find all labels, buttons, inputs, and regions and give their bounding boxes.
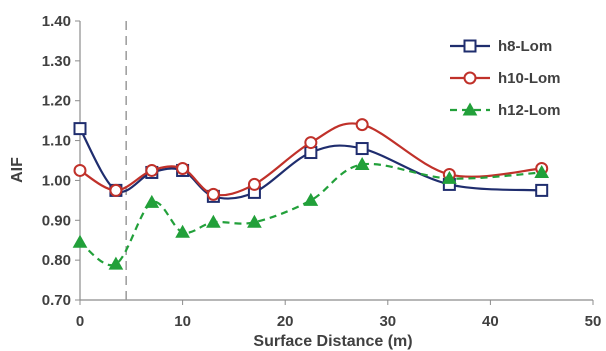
legend-label: h8-Lom — [498, 38, 552, 55]
series-line-h10-Lom — [79, 122, 542, 197]
data-point-h12-Lom — [206, 214, 221, 228]
x-axis-title: Surface Distance (m) — [253, 333, 412, 350]
plot-area — [79, 21, 593, 301]
data-point-h10-Lom — [304, 136, 318, 150]
legend-label: h12-Lom — [498, 102, 561, 119]
x-tick-label: 10 — [174, 313, 191, 330]
data-point-h12-Lom — [534, 164, 550, 178]
x-tick-label: 20 — [277, 313, 294, 330]
data-point-h10-Lom — [145, 163, 159, 177]
data-point-h12-Lom — [175, 224, 190, 238]
legend-marker — [462, 102, 478, 116]
data-point-h10-Lom — [206, 187, 220, 201]
data-point-h10-Lom — [176, 161, 190, 175]
tick-layer: 0.70 0.80 0.90 1.00 1.10 1.20 1.30 1.40 0 10 20 30 4… — [42, 13, 602, 330]
data-point-h8-Lom — [73, 122, 87, 136]
y-tick-label: 0.70 — [42, 292, 71, 309]
data-point-h8-Lom — [355, 142, 369, 156]
y-tick-label: 0.80 — [42, 252, 71, 269]
legend-item-h12-Lom: h12-Lom — [450, 102, 561, 119]
y-tick-label: 1.20 — [42, 93, 71, 110]
data-point-h12-Lom — [354, 156, 370, 170]
data-point-h10-Lom — [247, 177, 261, 191]
y-tick-label: 1.30 — [42, 53, 71, 70]
data-point-h12-Lom — [144, 194, 160, 208]
y-tick-label: 1.00 — [42, 172, 71, 189]
legend-marker — [463, 39, 477, 53]
series-h8-Lom — [73, 122, 549, 203]
y-tick-label: 0.90 — [42, 212, 71, 229]
x-tick-label: 40 — [482, 313, 499, 330]
data-point-h8-Lom — [535, 183, 549, 197]
legend: h8-Lom h10-Lom h12-Lom — [450, 38, 561, 119]
legend-marker — [463, 71, 477, 85]
x-tick-label: 50 — [585, 313, 602, 330]
y-tick-label: 1.40 — [42, 13, 71, 30]
legend-label: h10-Lom — [498, 70, 561, 87]
y-axis-title: AIF — [9, 157, 26, 183]
x-tick-label: 30 — [379, 313, 396, 330]
series-h12-Lom — [72, 156, 550, 270]
data-point-h12-Lom — [247, 214, 262, 228]
data-point-h12-Lom — [303, 192, 319, 206]
data-point-h12-Lom — [442, 170, 457, 184]
legend-item-h8-Lom: h8-Lom — [450, 38, 552, 55]
series-line-h12-Lom — [79, 162, 542, 267]
legend-item-h10-Lom: h10-Lom — [450, 70, 561, 87]
y-tick-label: 1.10 — [42, 133, 71, 150]
data-point-h10-Lom — [73, 163, 87, 177]
data-point-h12-Lom — [108, 256, 124, 270]
data-point-h10-Lom — [355, 118, 369, 132]
data-point-h12-Lom — [72, 234, 88, 248]
data-point-h10-Lom — [109, 183, 123, 197]
x-tick-label: 0 — [76, 313, 84, 330]
series-layer — [72, 118, 550, 270]
